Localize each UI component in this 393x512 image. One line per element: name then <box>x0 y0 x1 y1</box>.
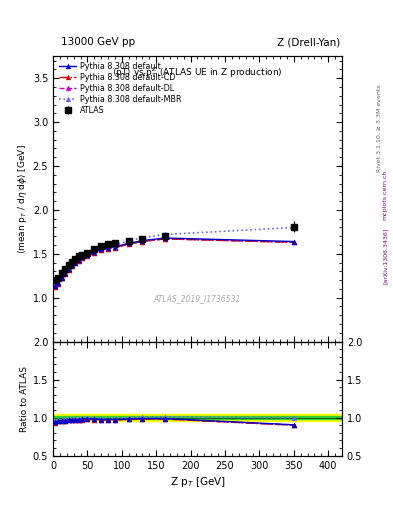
Pythia 8.308 default-DL <box>106 245 110 251</box>
Line: Pythia 8.308 default-CD: Pythia 8.308 default-CD <box>52 237 296 290</box>
Y-axis label: $\langle$mean p$_T$ / d$\eta$ d$\phi\rangle$ [GeV]: $\langle$mean p$_T$ / d$\eta$ d$\phi\ran… <box>16 144 29 254</box>
Pythia 8.308 default-MBR <box>56 279 61 285</box>
Pythia 8.308 default <box>63 270 68 276</box>
Pythia 8.308 default-CD <box>56 281 61 287</box>
Pythia 8.308 default-CD <box>113 245 118 251</box>
Text: mcplots.cern.ch: mcplots.cern.ch <box>383 169 387 220</box>
Pythia 8.308 default-CD <box>140 239 145 245</box>
Text: Z (Drell-Yan): Z (Drell-Yan) <box>277 37 340 47</box>
Pythia 8.308 default-DL <box>140 239 145 245</box>
Pythia 8.308 default <box>59 274 64 281</box>
Pythia 8.308 default-DL <box>85 252 90 259</box>
Pythia 8.308 default-CD <box>92 250 97 256</box>
Y-axis label: Ratio to ATLAS: Ratio to ATLAS <box>20 366 29 432</box>
Pythia 8.308 default-MBR <box>63 268 68 274</box>
Text: ATLAS_2019_I1736531: ATLAS_2019_I1736531 <box>154 294 241 303</box>
Pythia 8.308 default-CD <box>162 236 167 242</box>
Pythia 8.308 default-MBR <box>140 235 145 241</box>
Pythia 8.308 default-DL <box>162 236 167 242</box>
Pythia 8.308 default <box>56 280 61 286</box>
Pythia 8.308 default-CD <box>80 255 84 261</box>
Pythia 8.308 default-DL <box>63 271 68 277</box>
Pythia 8.308 default-MBR <box>70 261 74 267</box>
Pythia 8.308 default-DL <box>127 241 131 247</box>
Pythia 8.308 default-DL <box>70 263 74 269</box>
Text: $\langle$pT$\rangle$ vs p$_T^Z$ (ATLAS UE in Z production): $\langle$pT$\rangle$ vs p$_T^Z$ (ATLAS U… <box>112 65 283 80</box>
Pythia 8.308 default-MBR <box>77 255 81 261</box>
Pythia 8.308 default-DL <box>292 239 296 245</box>
Pythia 8.308 default-DL <box>77 258 81 264</box>
Pythia 8.308 default-DL <box>52 284 57 290</box>
Pythia 8.308 default <box>140 238 145 244</box>
Pythia 8.308 default <box>292 239 296 245</box>
Pythia 8.308 default <box>85 251 90 258</box>
Pythia 8.308 default <box>66 266 71 272</box>
Pythia 8.308 default <box>92 249 97 255</box>
Pythia 8.308 default-MBR <box>59 273 64 280</box>
Pythia 8.308 default-CD <box>70 263 74 269</box>
Pythia 8.308 default <box>162 235 167 241</box>
Text: 13000 GeV pp: 13000 GeV pp <box>61 37 135 47</box>
Pythia 8.308 default-MBR <box>127 238 131 244</box>
Pythia 8.308 default <box>99 246 104 252</box>
Pythia 8.308 default-CD <box>99 247 104 253</box>
Pythia 8.308 default-MBR <box>92 247 97 253</box>
Pythia 8.308 default-MBR <box>162 231 167 238</box>
Pythia 8.308 default <box>52 283 57 289</box>
Pythia 8.308 default-CD <box>292 239 296 245</box>
Legend: Pythia 8.308 default, Pythia 8.308 default-CD, Pythia 8.308 default-DL, Pythia 8: Pythia 8.308 default, Pythia 8.308 defau… <box>57 60 183 117</box>
Pythia 8.308 default-MBR <box>113 242 118 248</box>
Pythia 8.308 default <box>77 257 81 263</box>
Pythia 8.308 default <box>113 244 118 250</box>
Pythia 8.308 default-DL <box>56 281 61 287</box>
Line: Pythia 8.308 default-MBR: Pythia 8.308 default-MBR <box>52 225 296 288</box>
Pythia 8.308 default-DL <box>73 261 78 267</box>
Pythia 8.308 default-DL <box>99 247 104 253</box>
Pythia 8.308 default <box>80 254 84 261</box>
Pythia 8.308 default <box>106 245 110 251</box>
Pythia 8.308 default-CD <box>85 252 90 259</box>
Line: Pythia 8.308 default: Pythia 8.308 default <box>52 236 296 289</box>
Pythia 8.308 default-CD <box>59 275 64 282</box>
Pythia 8.308 default-DL <box>59 275 64 282</box>
Pythia 8.308 default-CD <box>73 261 78 267</box>
Pythia 8.308 default-MBR <box>66 264 71 270</box>
Line: Pythia 8.308 default-DL: Pythia 8.308 default-DL <box>52 237 296 290</box>
Pythia 8.308 default <box>73 260 78 266</box>
Pythia 8.308 default-CD <box>66 267 71 273</box>
Pythia 8.308 default-MBR <box>73 258 78 264</box>
Pythia 8.308 default-CD <box>52 284 57 290</box>
Pythia 8.308 default-MBR <box>52 282 57 288</box>
Bar <box>53 416 342 419</box>
Pythia 8.308 default <box>70 262 74 268</box>
Pythia 8.308 default-MBR <box>85 250 90 256</box>
Text: [arXiv:1306.3436]: [arXiv:1306.3436] <box>383 228 387 284</box>
Pythia 8.308 default <box>127 240 131 246</box>
X-axis label: Z p$_T$ [GeV]: Z p$_T$ [GeV] <box>169 475 226 489</box>
Pythia 8.308 default-DL <box>80 255 84 261</box>
Pythia 8.308 default-MBR <box>99 245 104 251</box>
Pythia 8.308 default-MBR <box>106 243 110 249</box>
Pythia 8.308 default-DL <box>92 250 97 256</box>
Text: Rivet 3.1.10, ≥ 3.3M events: Rivet 3.1.10, ≥ 3.3M events <box>377 84 382 172</box>
Pythia 8.308 default-MBR <box>80 252 84 259</box>
Pythia 8.308 default-CD <box>63 271 68 277</box>
Pythia 8.308 default-DL <box>113 245 118 251</box>
Bar <box>53 414 342 421</box>
Pythia 8.308 default-MBR <box>292 224 296 230</box>
Pythia 8.308 default-DL <box>66 267 71 273</box>
Pythia 8.308 default-CD <box>127 241 131 247</box>
Pythia 8.308 default-CD <box>77 258 81 264</box>
Pythia 8.308 default-CD <box>106 245 110 251</box>
